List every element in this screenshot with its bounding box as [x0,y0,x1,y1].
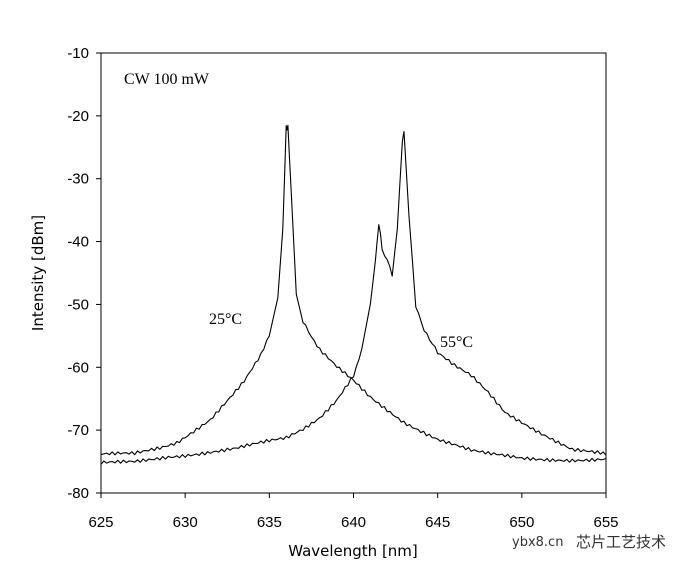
y-tick-label: -20 [67,108,89,125]
tick-marks [96,52,607,498]
x-tick-label: 650 [509,514,534,531]
y-tick-label: -30 [67,171,89,188]
condition-annotation: CW 100 mW [124,71,210,88]
series-line-25c [100,124,607,463]
y-tick-label: -60 [67,359,89,376]
x-tick-labels: 625 630 635 640 645 650 655 [88,514,618,531]
x-tick-label: 630 [173,514,198,531]
label-25c: 25°C [209,311,242,328]
y-tick-label: -10 [67,45,89,62]
x-tick-label: 645 [425,514,450,531]
y-tick-labels: -10 -20 -30 -40 -50 -60 -70 -80 [67,45,89,502]
y-axis-title: Intensity [dBm] [29,215,47,331]
x-tick-label: 655 [593,514,618,531]
label-55c: 55°C [440,334,473,351]
plot-frame [100,52,607,494]
series-line-55c [100,131,607,465]
y-tick-label: -80 [67,485,89,502]
y-tick-label: -70 [67,422,89,439]
y-tick-label: -40 [67,234,89,251]
watermark-site: ybx8.cn [512,535,563,550]
x-tick-label: 635 [257,514,282,531]
watermark-brand: 芯片工艺技术 [576,533,666,551]
x-axis-title: Wavelength [nm] [288,542,418,560]
y-tick-label: -50 [67,296,89,313]
x-tick-label: 625 [88,514,113,531]
x-tick-label: 640 [341,514,366,531]
